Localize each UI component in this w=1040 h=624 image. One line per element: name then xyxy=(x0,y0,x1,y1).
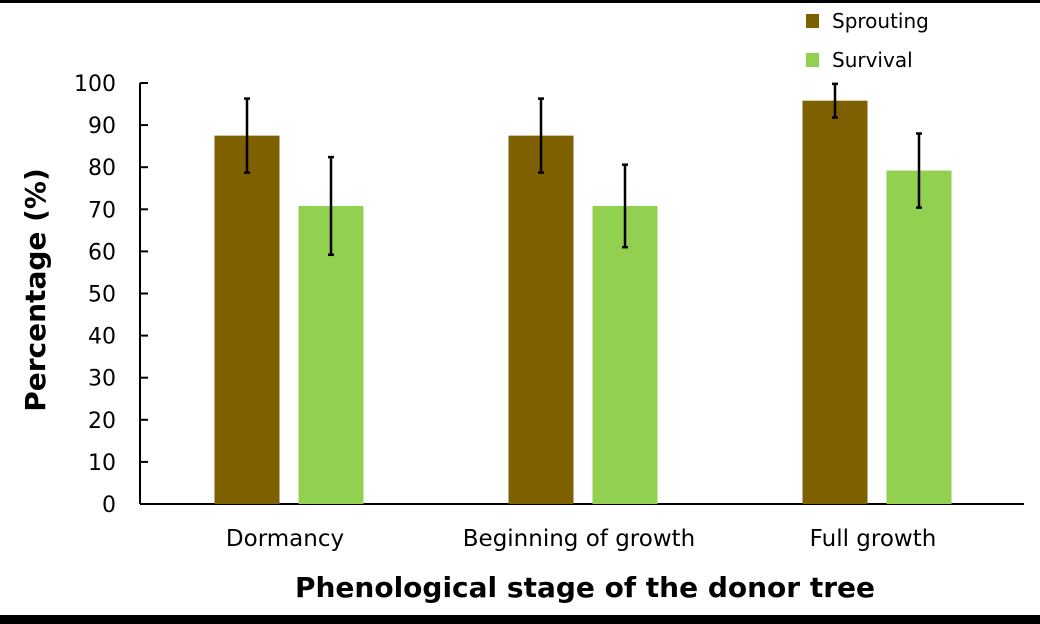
y-axis-label: Percentage (%) xyxy=(19,168,52,412)
y-tick-label: 50 xyxy=(88,283,116,308)
category-label: Dormancy xyxy=(226,526,344,552)
y-tick-label: 30 xyxy=(88,367,116,392)
category-label: Full growth xyxy=(810,526,937,552)
y-tick-label: 0 xyxy=(102,493,116,518)
y-tick-label: 70 xyxy=(88,198,116,223)
bar-sprouting xyxy=(508,135,574,504)
x-axis-label: Phenological stage of the donor tree xyxy=(295,571,875,604)
y-tick-label: 40 xyxy=(88,325,116,350)
legend-label: Survival xyxy=(832,48,913,72)
bar-survival xyxy=(592,205,658,504)
legend-swatch-sprouting xyxy=(806,14,819,28)
y-tick-label: 90 xyxy=(88,114,116,139)
y-tick-label: 100 xyxy=(74,72,116,97)
bottom-border xyxy=(0,615,1040,624)
bar-sprouting xyxy=(214,135,280,504)
legend-label: Sprouting xyxy=(832,9,929,33)
y-tick-label: 80 xyxy=(88,156,116,181)
y-tick-label: 60 xyxy=(88,240,116,265)
top-border xyxy=(0,0,1040,3)
category-label: Beginning of growth xyxy=(463,526,695,552)
bar-survival xyxy=(886,170,952,504)
legend-swatch-survival xyxy=(806,53,819,67)
bar-sprouting xyxy=(802,100,868,504)
y-tick-label: 20 xyxy=(88,409,116,434)
y-tick-label: 10 xyxy=(88,451,116,476)
